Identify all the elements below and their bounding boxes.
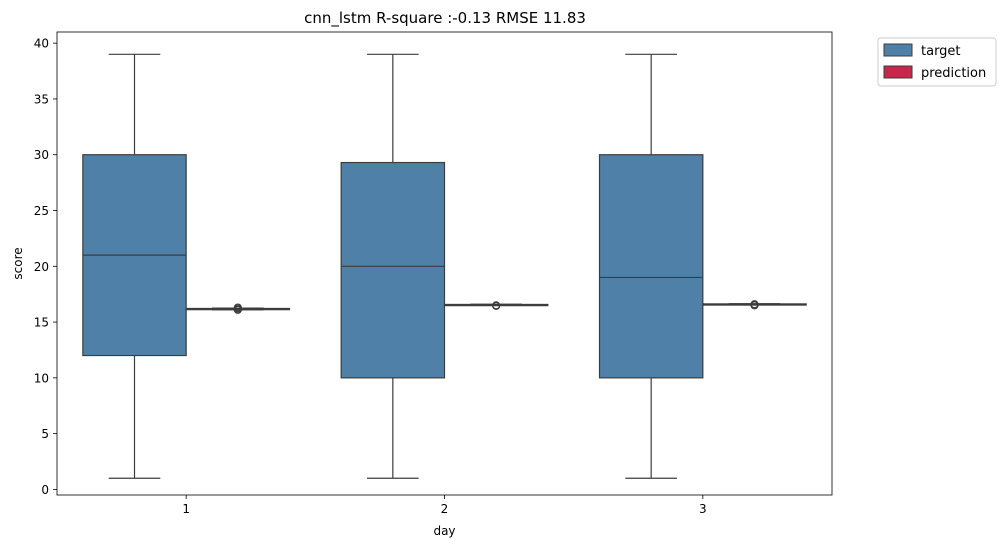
y-tick-label: 25 (34, 204, 49, 218)
x-tick-label: 3 (699, 502, 707, 516)
y-axis-label: score (11, 247, 25, 279)
box-prediction-3 (702, 300, 807, 310)
outlier-point (233, 303, 242, 312)
box-body (598, 154, 704, 379)
box-prediction-1 (185, 303, 291, 314)
box-body (340, 161, 446, 379)
legend-swatch-prediction (883, 65, 913, 79)
chart-title: cnn_lstm R-square :-0.13 RMSE 11.83 (304, 9, 586, 28)
y-tick-label: 5 (41, 427, 49, 441)
outlier-point (750, 300, 759, 309)
legend: target prediction (877, 37, 997, 87)
plot-area (82, 53, 807, 479)
outlier-point (492, 301, 501, 310)
y-tick-label: 15 (34, 316, 49, 330)
box-target-1 (82, 53, 187, 479)
box-prediction-2 (443, 301, 549, 310)
x-tick-label: 2 (441, 502, 449, 516)
x-axis-label: day (433, 524, 455, 538)
box-target-3 (598, 53, 704, 479)
legend-swatch-target (883, 43, 913, 57)
legend-label-prediction: prediction (921, 66, 986, 81)
legend-label-target: target (921, 44, 961, 59)
y-tick-label: 0 (41, 483, 49, 497)
y-tick-label: 35 (34, 92, 49, 106)
y-tick-label: 10 (34, 371, 49, 385)
box-target-2 (340, 53, 446, 479)
x-axis: 1 2 3 (182, 495, 707, 516)
y-tick-label: 40 (34, 37, 49, 51)
x-tick-label: 1 (182, 502, 190, 516)
y-axis: 0 5 10 15 20 25 30 35 40 (34, 37, 57, 497)
y-tick-label: 30 (34, 148, 49, 162)
y-tick-label: 20 (34, 260, 49, 274)
